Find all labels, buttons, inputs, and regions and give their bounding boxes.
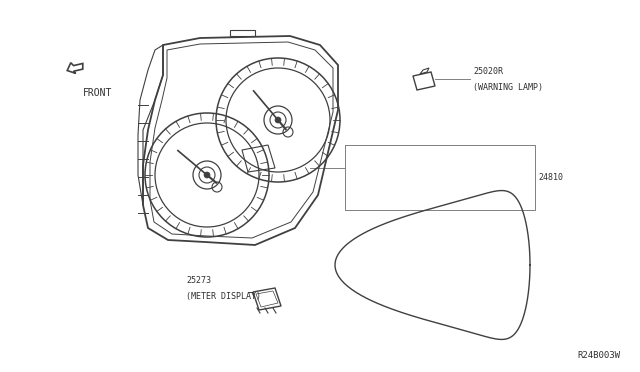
Circle shape [275, 117, 281, 123]
Text: FRONT: FRONT [83, 88, 113, 98]
Circle shape [204, 172, 210, 178]
Text: (WARNING LAMP): (WARNING LAMP) [473, 83, 543, 92]
Text: 25020R: 25020R [473, 67, 503, 76]
Text: R24B003W: R24B003W [577, 351, 620, 360]
Text: 24810: 24810 [538, 173, 563, 182]
Text: (METER DISPLAY): (METER DISPLAY) [186, 292, 261, 301]
Text: 25273: 25273 [186, 276, 211, 285]
